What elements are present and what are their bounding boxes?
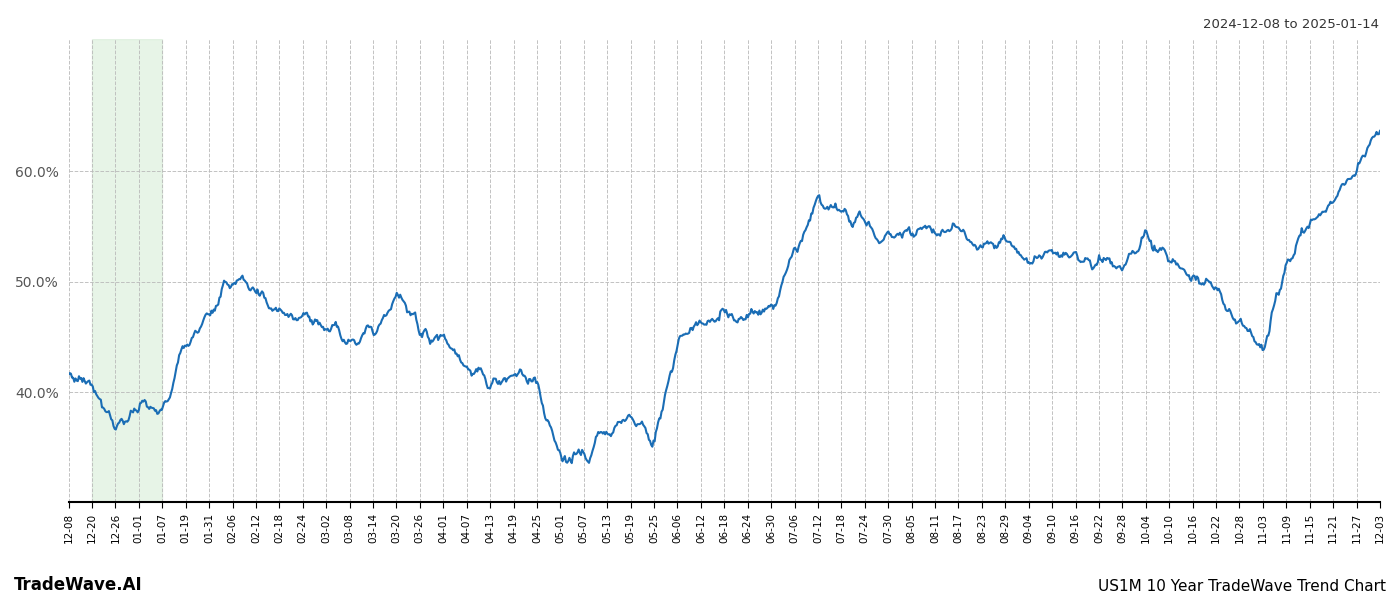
- Text: TradeWave.AI: TradeWave.AI: [14, 576, 143, 594]
- Text: 2024-12-08 to 2025-01-14: 2024-12-08 to 2025-01-14: [1203, 18, 1379, 31]
- Text: US1M 10 Year TradeWave Trend Chart: US1M 10 Year TradeWave Trend Chart: [1098, 579, 1386, 594]
- Bar: [92, 39, 162, 502]
